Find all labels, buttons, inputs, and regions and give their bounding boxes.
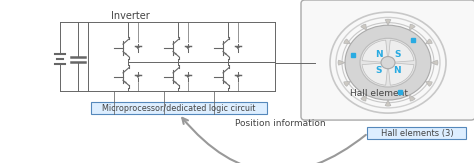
Wedge shape [410,95,415,101]
Text: Position information: Position information [235,119,325,128]
Polygon shape [124,81,127,84]
Polygon shape [136,75,141,78]
Wedge shape [362,63,388,85]
Text: Inverter: Inverter [110,11,149,21]
Text: Microprocessor/dedicated logic circuit: Microprocessor/dedicated logic circuit [102,104,255,113]
FancyBboxPatch shape [91,102,267,114]
Text: Hall elements (3): Hall elements (3) [381,129,453,138]
Text: S: S [394,50,401,59]
Wedge shape [338,60,345,65]
Wedge shape [425,39,432,44]
Wedge shape [388,40,414,63]
FancyBboxPatch shape [367,127,466,139]
Circle shape [381,57,395,69]
Text: S: S [375,66,382,75]
Wedge shape [388,63,414,85]
Polygon shape [174,81,177,84]
Wedge shape [425,81,432,86]
Wedge shape [362,40,388,63]
Wedge shape [385,100,391,106]
Text: N: N [375,50,383,59]
Circle shape [360,38,416,87]
Polygon shape [136,46,141,50]
Wedge shape [410,24,415,30]
Polygon shape [124,52,127,55]
Polygon shape [185,75,191,78]
Wedge shape [385,19,391,25]
Polygon shape [224,52,227,55]
Text: N: N [393,66,401,75]
Text: Hall element: Hall element [350,89,408,98]
Circle shape [345,25,431,100]
Polygon shape [224,81,227,84]
Polygon shape [236,75,241,78]
Wedge shape [344,39,351,44]
Wedge shape [361,24,366,30]
Wedge shape [361,95,366,101]
Polygon shape [236,46,241,50]
FancyBboxPatch shape [301,0,474,120]
Wedge shape [431,60,438,65]
Polygon shape [185,46,191,50]
Polygon shape [174,52,177,55]
Wedge shape [344,81,351,86]
